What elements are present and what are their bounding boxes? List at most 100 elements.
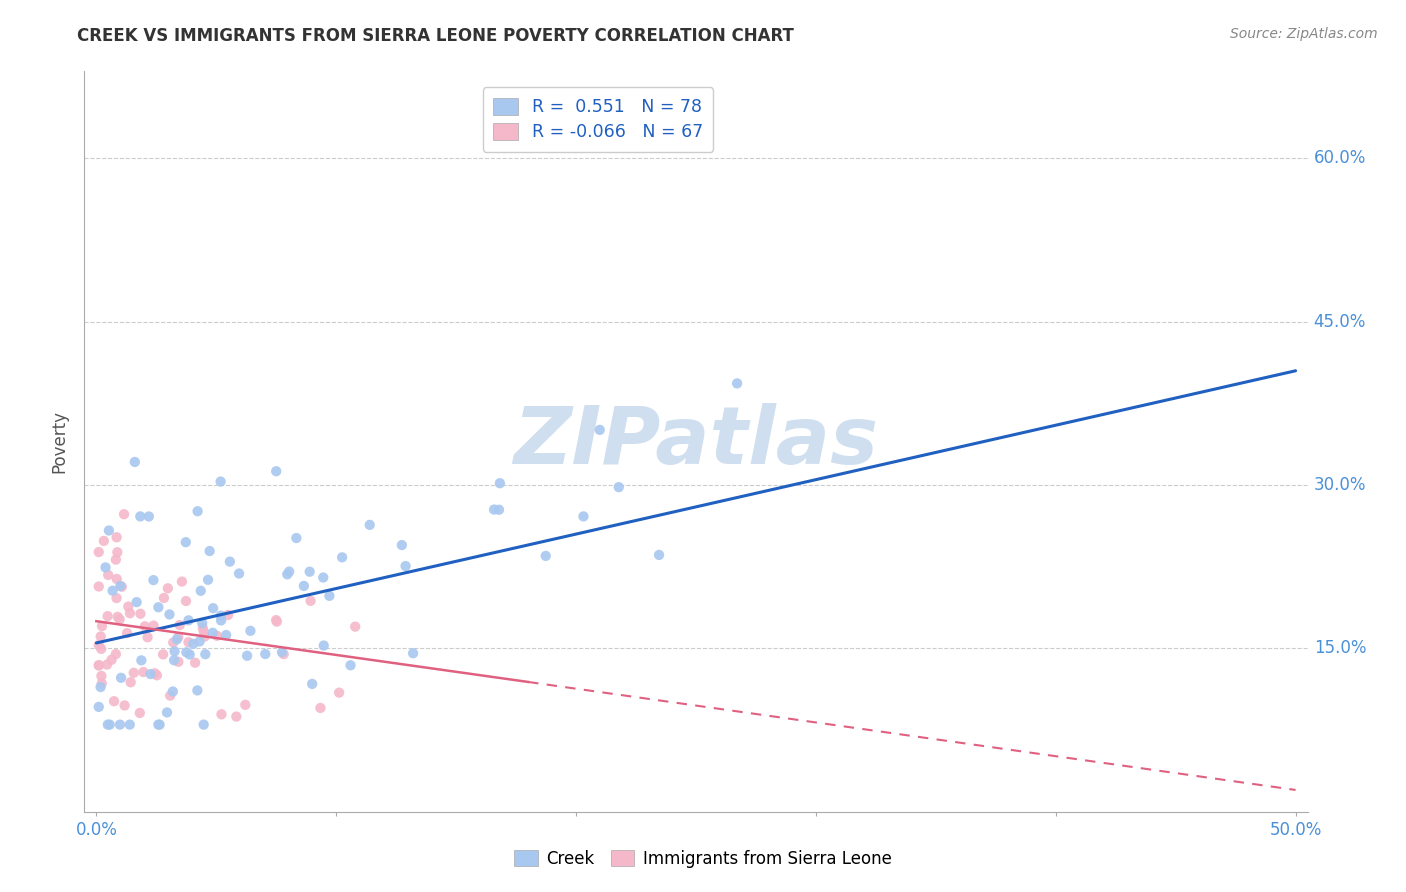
Point xyxy=(98,717,121,731)
Point xyxy=(90,669,112,683)
Point xyxy=(264,613,287,627)
Point xyxy=(217,607,239,622)
Point xyxy=(100,653,122,667)
Point xyxy=(87,699,110,714)
Point xyxy=(174,535,197,549)
Point xyxy=(90,641,112,656)
Point xyxy=(162,684,184,698)
Point xyxy=(276,567,298,582)
Point xyxy=(90,680,112,694)
Point xyxy=(143,666,166,681)
Point xyxy=(482,502,505,516)
Point xyxy=(534,549,557,563)
Point xyxy=(152,648,174,662)
Point xyxy=(142,573,165,587)
Point xyxy=(148,717,170,731)
Point xyxy=(209,614,232,628)
Point xyxy=(266,615,288,629)
Text: 15.0%: 15.0% xyxy=(1313,640,1367,657)
Point xyxy=(278,565,301,579)
Point xyxy=(589,423,612,437)
Point xyxy=(309,701,332,715)
Point xyxy=(149,717,172,731)
Point xyxy=(107,610,129,624)
Point xyxy=(271,645,294,659)
Legend: Creek, Immigrants from Sierra Leone: Creek, Immigrants from Sierra Leone xyxy=(508,844,898,875)
Point xyxy=(489,476,512,491)
Point xyxy=(193,630,215,644)
Point xyxy=(239,624,262,638)
Point xyxy=(122,665,145,680)
Point xyxy=(105,545,128,559)
Point xyxy=(105,530,128,544)
Point xyxy=(124,455,146,469)
Point xyxy=(177,613,200,627)
Point xyxy=(105,572,128,586)
Point xyxy=(169,618,191,632)
Point xyxy=(181,637,204,651)
Point xyxy=(177,635,200,649)
Point xyxy=(187,504,209,518)
Point xyxy=(191,616,214,631)
Point xyxy=(131,653,153,667)
Point xyxy=(128,706,150,720)
Point xyxy=(236,648,259,663)
Point xyxy=(205,629,228,643)
Point xyxy=(394,559,416,574)
Point xyxy=(129,509,152,524)
Point xyxy=(218,555,240,569)
Point xyxy=(118,607,141,621)
Point xyxy=(159,689,181,703)
Point xyxy=(166,632,188,647)
Point xyxy=(103,694,125,708)
Point xyxy=(648,548,671,562)
Point xyxy=(190,583,212,598)
Point xyxy=(87,580,110,594)
Point xyxy=(215,628,238,642)
Point xyxy=(120,675,142,690)
Point xyxy=(301,677,323,691)
Point xyxy=(163,644,186,658)
Point xyxy=(97,568,120,582)
Point xyxy=(142,618,165,632)
Point xyxy=(201,625,224,640)
Point xyxy=(96,657,118,672)
Y-axis label: Poverty: Poverty xyxy=(51,410,69,473)
Legend: R =  0.551   N = 78, R = -0.066   N = 67: R = 0.551 N = 78, R = -0.066 N = 67 xyxy=(484,87,713,152)
Point xyxy=(115,626,138,640)
Point xyxy=(344,619,367,633)
Point xyxy=(292,579,315,593)
Point xyxy=(136,630,159,644)
Point xyxy=(138,509,160,524)
Point xyxy=(607,480,630,494)
Point xyxy=(97,717,120,731)
Point xyxy=(725,376,748,391)
Point xyxy=(176,645,198,659)
Point xyxy=(209,475,232,489)
Point xyxy=(318,589,340,603)
Text: Source: ZipAtlas.com: Source: ZipAtlas.com xyxy=(1230,27,1378,41)
Point xyxy=(228,566,250,581)
Point xyxy=(114,698,136,713)
Point xyxy=(104,552,127,566)
Point xyxy=(162,635,184,649)
Point xyxy=(198,544,221,558)
Point xyxy=(159,607,181,622)
Point xyxy=(125,595,148,609)
Point xyxy=(299,594,322,608)
Point xyxy=(87,658,110,673)
Point xyxy=(148,600,170,615)
Point xyxy=(156,582,179,596)
Point xyxy=(298,565,321,579)
Point xyxy=(163,653,186,667)
Point xyxy=(101,583,124,598)
Text: 30.0%: 30.0% xyxy=(1313,476,1367,494)
Point xyxy=(87,658,110,673)
Point xyxy=(285,531,308,545)
Point xyxy=(87,638,110,652)
Point xyxy=(167,655,190,669)
Point xyxy=(104,647,127,661)
Point xyxy=(110,671,132,685)
Point xyxy=(488,502,510,516)
Point xyxy=(110,579,132,593)
